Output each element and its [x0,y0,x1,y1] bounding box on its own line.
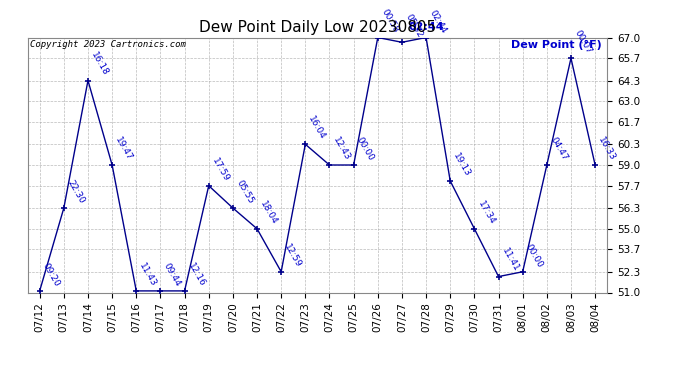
Text: 17:34: 17:34 [476,199,496,226]
Text: 09:44: 09:44 [162,261,182,288]
Text: 09:20: 09:20 [41,261,61,288]
Text: 11:43: 11:43 [138,261,158,288]
Text: 00:58: 00:58 [380,8,400,35]
Text: Dew Point (°F): Dew Point (°F) [511,40,602,50]
Text: 16:33: 16:33 [597,135,618,162]
Text: 17:59: 17:59 [210,156,231,183]
Text: 05:55: 05:55 [235,178,255,205]
Text: 12:59: 12:59 [283,242,303,269]
Text: 02:44: 02:44 [428,8,448,35]
Text: 22:30: 22:30 [66,178,86,205]
Text: 19:13: 19:13 [452,151,473,178]
Text: 19:47: 19:47 [114,135,134,162]
Text: 00:07: 00:07 [573,28,593,56]
Text: 12:16: 12:16 [186,261,206,288]
Text: 05:32: 05:32 [404,13,424,39]
Text: 16:18: 16:18 [90,51,110,78]
Text: 11:41: 11:41 [500,247,520,274]
Text: 12:43: 12:43 [331,135,351,162]
Title: Dew Point Daily Low 20230805: Dew Point Daily Low 20230805 [199,20,436,35]
Text: 00:00: 00:00 [524,242,545,269]
Text: 00:00: 00:00 [355,135,376,162]
Text: 04:47: 04:47 [549,135,569,162]
Text: 02:44: 02:44 [408,22,444,32]
Text: Copyright 2023 Cartronics.com: Copyright 2023 Cartronics.com [30,40,186,49]
Text: 16:04: 16:04 [307,115,327,141]
Text: 18:04: 18:04 [259,199,279,226]
